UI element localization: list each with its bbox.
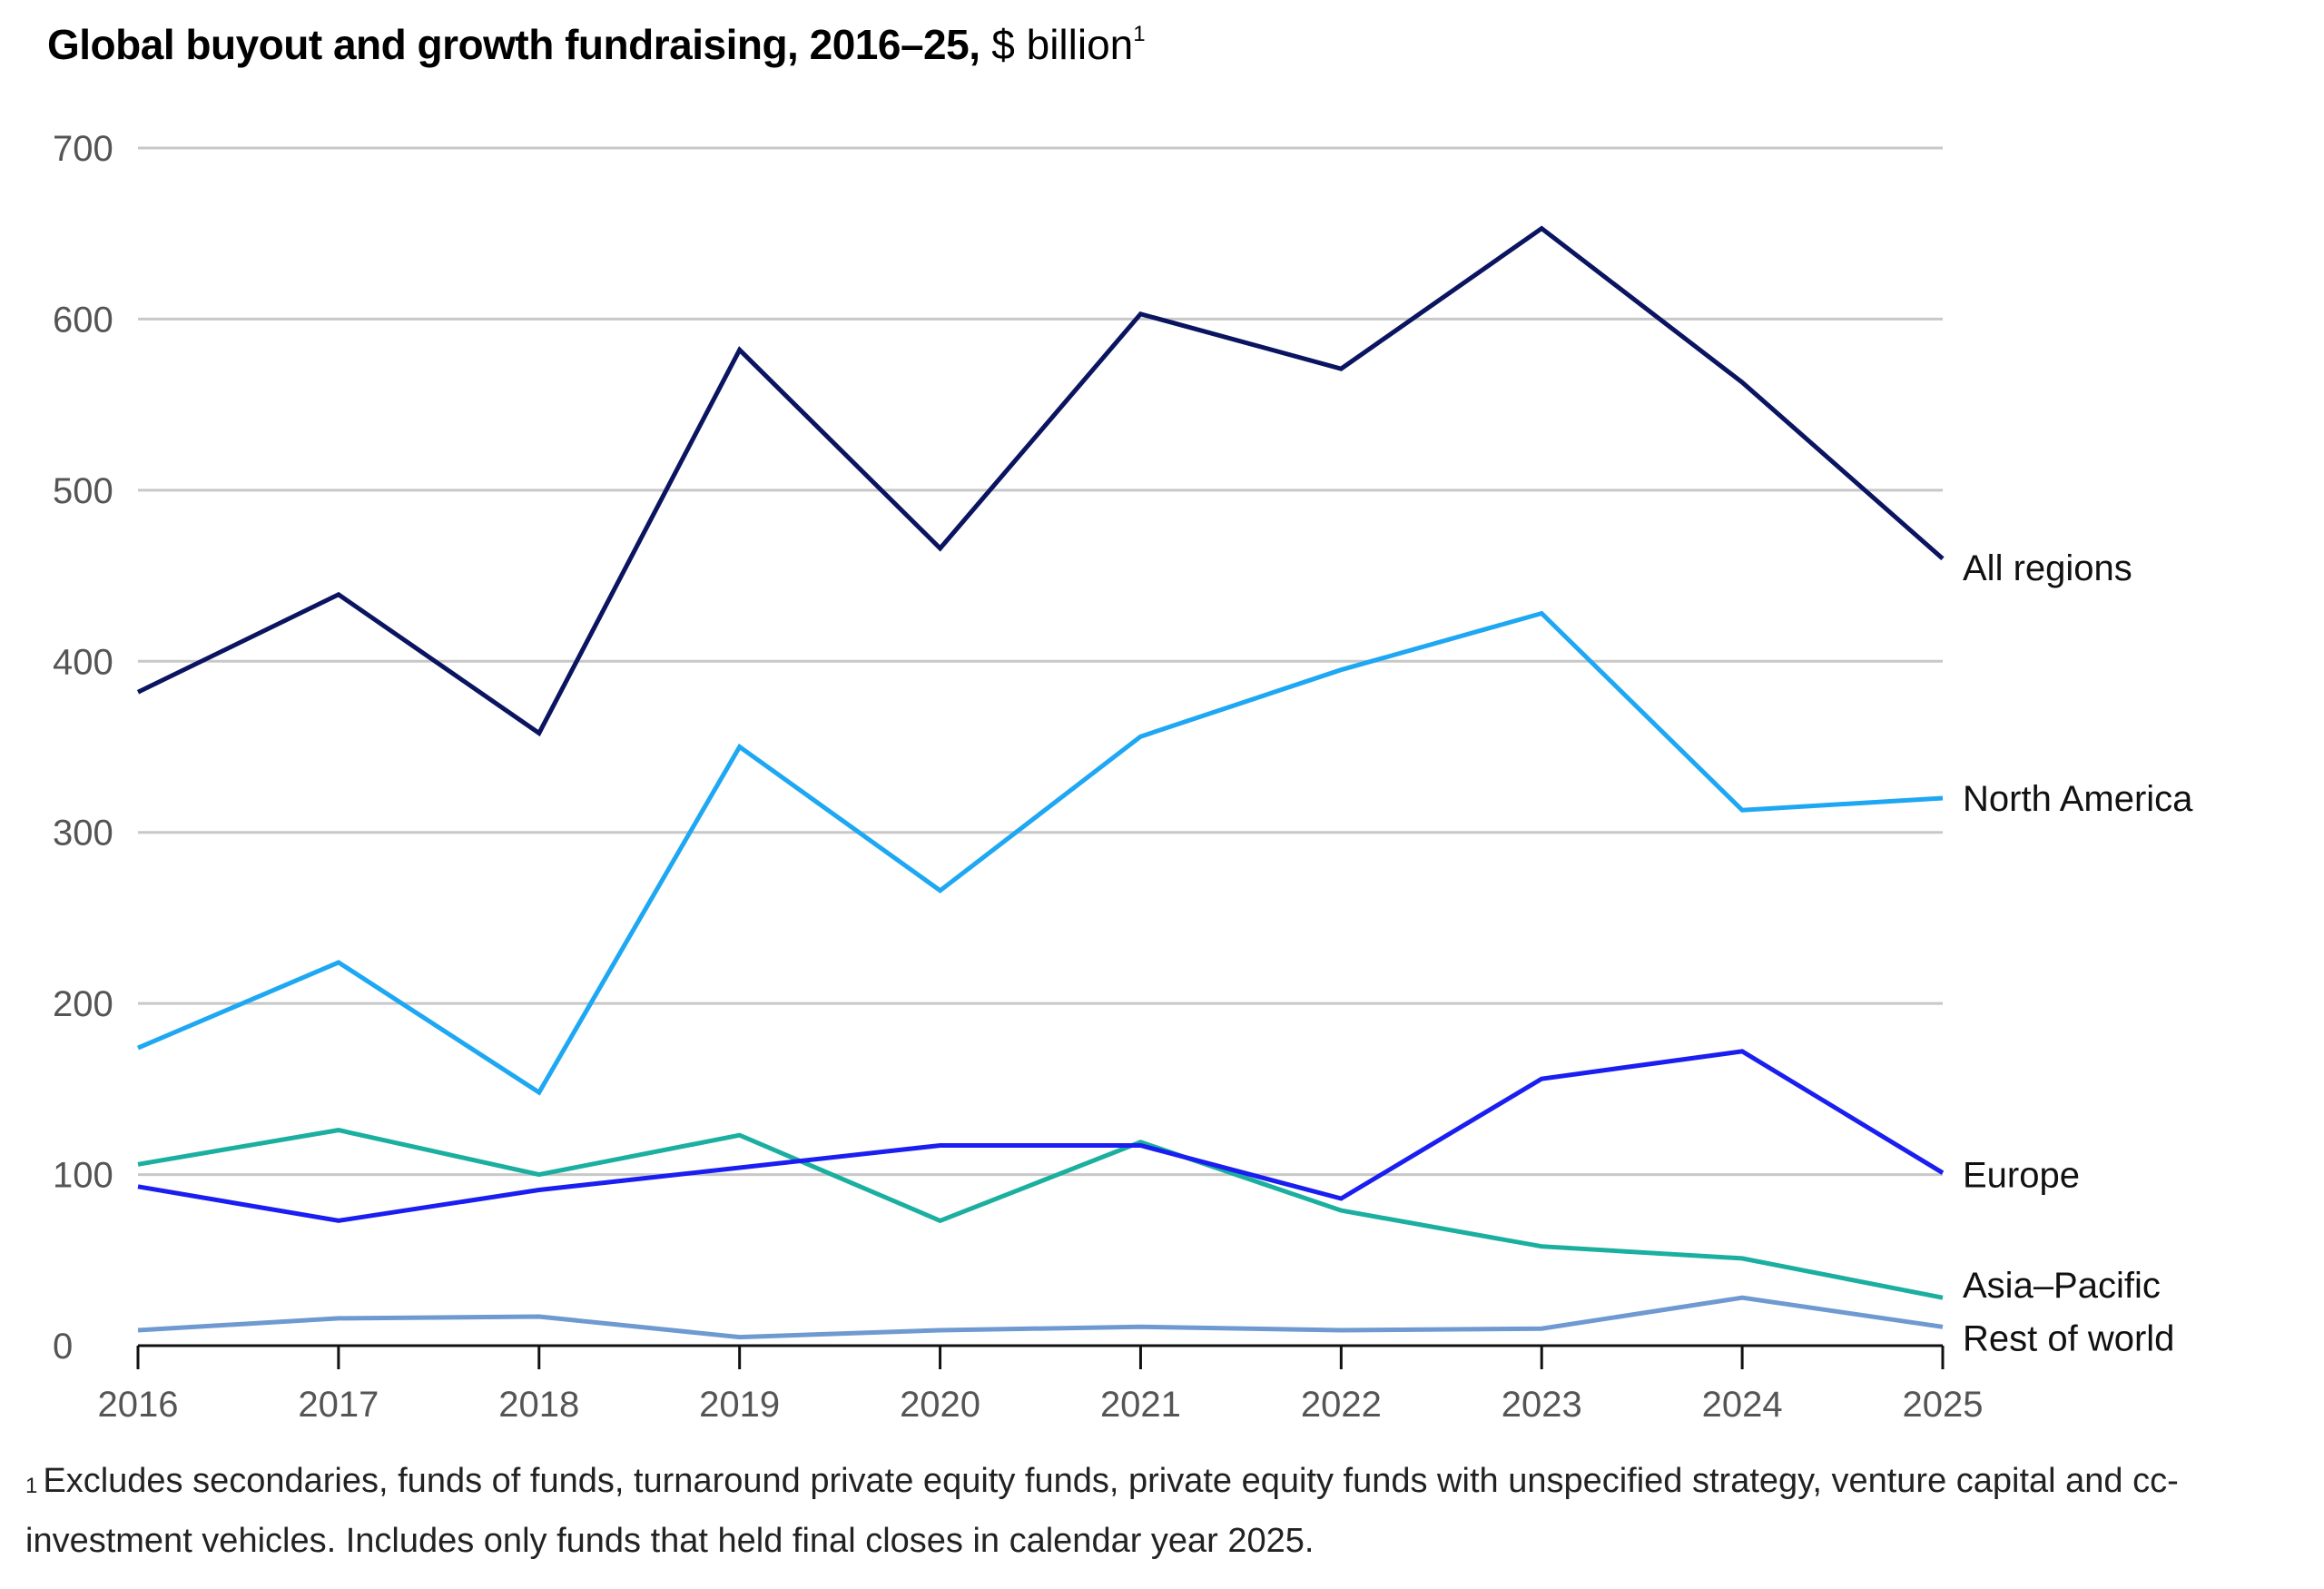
series-line-all-regions <box>136 225 1945 737</box>
y-tick-label: 600 <box>53 300 113 340</box>
x-tick-label: 2022 <box>1301 1385 1382 1425</box>
y-tick-label: 300 <box>53 814 113 854</box>
series-label-all-regions: All regions <box>1963 548 2132 588</box>
y-tick-label: 200 <box>53 984 113 1024</box>
x-axis: 2016 2017 2018 2019 2020 2021 2022 2023 2024 2025 <box>98 1344 1984 1425</box>
series-lines <box>136 225 1945 1340</box>
chart-title-main: Global buyout and growth fundraising, 20… <box>47 21 980 68</box>
grid-lines <box>138 146 1943 1177</box>
chart-title: Global buyout and growth fundraising, 20… <box>47 20 1146 69</box>
series-label-europe: Europe <box>1963 1156 2080 1196</box>
footnote-text: Excludes secondaries, funds of funds, tu… <box>25 1462 2179 1560</box>
y-tick-label: 700 <box>53 129 113 169</box>
chart-title-unit: $ billion <box>991 21 1134 68</box>
x-tick-label: 2024 <box>1702 1385 1783 1425</box>
y-tick-label: 500 <box>53 471 113 511</box>
x-tick-label: 2020 <box>900 1385 980 1425</box>
footnote-marker: 1 <box>25 1474 38 1498</box>
x-tick-label: 2019 <box>699 1385 780 1425</box>
y-tick-label: 0 <box>53 1327 73 1367</box>
series-line-rest-of-world <box>137 1295 1944 1340</box>
y-tick-label: 100 <box>53 1156 113 1196</box>
x-tick-label: 2016 <box>98 1385 179 1425</box>
series-line-north-america <box>137 610 1944 1096</box>
chart-title-footnote-marker: 1 <box>1133 22 1146 46</box>
series-line-asia-pacific <box>137 1128 1944 1300</box>
y-axis-ticks: 0 100 200 300 400 500 600 700 <box>53 129 113 1367</box>
x-tick-label: 2025 <box>1903 1385 1984 1425</box>
series-label-rest-of-world: Rest of world <box>1963 1318 2174 1358</box>
series-labels: Rest of world Asia–Pacific Europe North Ame… <box>1963 548 2193 1358</box>
x-tick-label: 2021 <box>1100 1385 1181 1425</box>
footnote: 1 Excludes secondaries, funds of funds, t… <box>25 1451 2295 1571</box>
x-tick-label: 2023 <box>1502 1385 1582 1425</box>
x-tick-label: 2017 <box>298 1385 379 1425</box>
x-tick-label: 2018 <box>498 1385 579 1425</box>
series-line-europe <box>137 1049 1945 1223</box>
y-tick-label: 400 <box>53 642 113 682</box>
series-label-north-america: North America <box>1963 779 2193 819</box>
series-label-asia-pacific: Asia–Pacific <box>1963 1266 2161 1306</box>
